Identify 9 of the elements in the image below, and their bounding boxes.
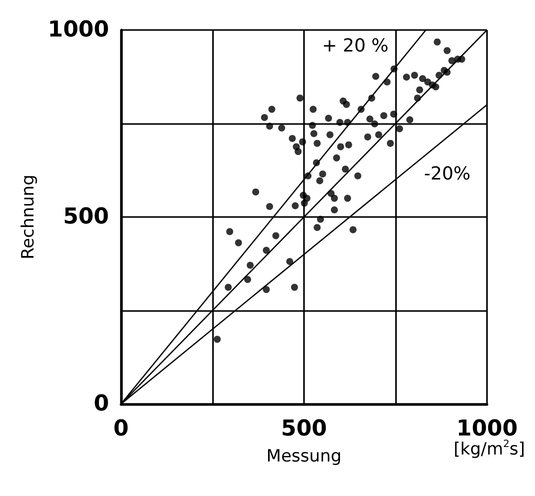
annotation: + 20 % bbox=[322, 36, 389, 56]
x-axis-title: Messung bbox=[266, 446, 342, 466]
x-tick-label: 500 bbox=[281, 416, 327, 442]
y-tick-label: 500 bbox=[63, 204, 109, 230]
y-tick-label: 1000 bbox=[48, 18, 109, 42]
y-tick-label: 0 bbox=[94, 392, 109, 416]
annotation: -20% bbox=[424, 164, 471, 184]
y-axis-title: Rechnung bbox=[18, 174, 38, 260]
x-tick-label: 0 bbox=[113, 416, 129, 442]
